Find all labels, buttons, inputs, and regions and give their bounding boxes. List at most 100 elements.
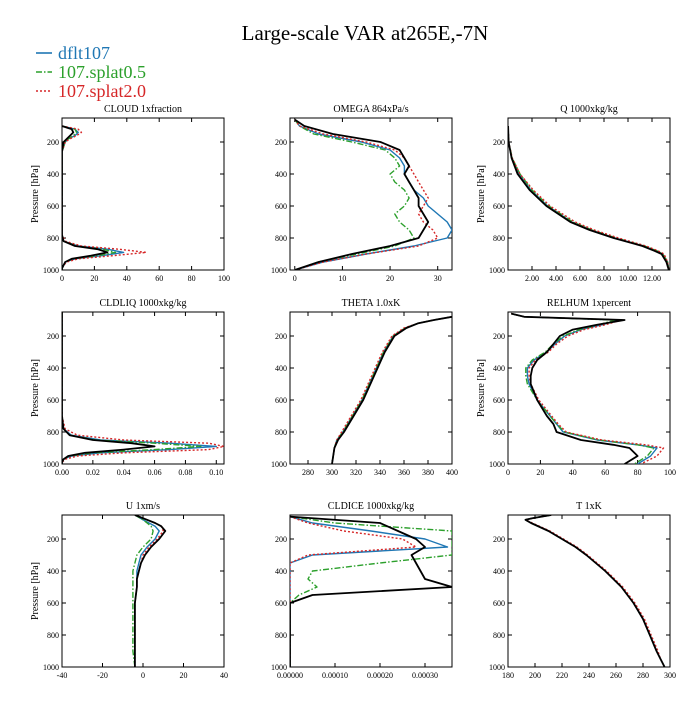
y-tick-label: 800 (275, 428, 287, 437)
x-tick-label: 60 (155, 274, 163, 283)
x-tick-label: 280 (637, 671, 649, 680)
x-tick-label: 100 (218, 274, 230, 283)
x-tick-label: 80 (634, 468, 642, 477)
x-tick-label: 240 (583, 671, 595, 680)
y-tick-label: 400 (275, 567, 287, 576)
y-tick-label: 400 (47, 170, 59, 179)
legend-entry: dflt107 (58, 43, 110, 63)
y-tick-label: 200 (47, 332, 59, 341)
y-tick-label: 400 (47, 567, 59, 576)
y-tick-label: 800 (493, 234, 505, 243)
y-tick-label: 200 (493, 332, 505, 341)
series-line-107-splat2-0 (508, 125, 670, 270)
x-tick-label: 340 (374, 468, 386, 477)
x-tick-label: 80 (188, 274, 196, 283)
y-tick-label: 600 (47, 202, 59, 211)
x-tick-label: 40 (220, 671, 228, 680)
series-line-107-splat2-0 (511, 312, 665, 464)
panel-5: THETA 1.0xK 200 400 600 800 1000 280 300 320 340 3… (271, 298, 458, 477)
series-line-black (508, 125, 670, 270)
y-axis-label: Pressure [hPa] (30, 359, 41, 417)
x-tick-label: 0 (60, 274, 64, 283)
x-tick-label: -20 (97, 671, 108, 680)
axes-frame (507, 311, 671, 465)
series-line-107-splat0-5 (62, 125, 117, 270)
axes-frame (289, 311, 453, 465)
series-group (62, 125, 147, 270)
y-tick-label: 200 (493, 138, 505, 147)
panel-3: Q 1000xkg/kg 200 400 600 800 1000 2.00 4.00 6.00… (476, 104, 671, 283)
series-line-dflt107 (290, 515, 449, 667)
y-tick-label: 400 (275, 170, 287, 179)
y-tick-label: 200 (275, 138, 287, 147)
y-tick-label: 800 (47, 234, 59, 243)
x-tick-label: 20 (536, 468, 544, 477)
series-line-107-splat0-5 (132, 515, 154, 667)
series-line-107-splat2-0 (62, 125, 147, 270)
panel-title: THETA 1.0xK (342, 298, 401, 309)
series-group (290, 515, 452, 667)
legend-entry: 107.splat0.5 (58, 62, 146, 82)
y-tick-label: 1000 (43, 266, 59, 275)
x-tick-label: 100 (664, 468, 676, 477)
y-tick-label: 200 (47, 535, 59, 544)
x-tick-label: 0.00030 (412, 671, 438, 680)
x-tick-label: 0.08 (178, 468, 192, 477)
x-tick-label: 40 (123, 274, 131, 283)
y-tick-label: 600 (493, 396, 505, 405)
x-tick-label: 260 (610, 671, 622, 680)
series-line-black (331, 315, 452, 464)
y-tick-label: 400 (493, 364, 505, 373)
y-tick-label: 600 (275, 599, 287, 608)
axes-frame (507, 117, 671, 271)
y-tick-label: 600 (493, 599, 505, 608)
x-tick-label: 0.00000 (277, 671, 303, 680)
x-tick-label: 0.04 (117, 468, 131, 477)
y-tick-label: 600 (47, 396, 59, 405)
panel-title: T 1xK (576, 501, 602, 512)
x-tick-label: -40 (57, 671, 68, 680)
panel-title: OMEGA 864xPa/s (333, 104, 408, 115)
x-tick-label: 180 (502, 671, 514, 680)
y-tick-label: 400 (493, 170, 505, 179)
series-group (294, 118, 452, 270)
x-tick-label: 380 (422, 468, 434, 477)
x-tick-label: 20 (90, 274, 98, 283)
x-tick-label: 12.00 (643, 274, 661, 283)
panel-title: CLOUD 1xfraction (104, 104, 182, 115)
x-tick-label: 0.06 (148, 468, 162, 477)
y-tick-label: 800 (493, 428, 505, 437)
panel-title: U 1xm/s (126, 501, 160, 512)
series-line-107-splat2-0 (294, 119, 439, 270)
y-tick-label: 200 (47, 138, 59, 147)
y-axis-label: Pressure [hPa] (476, 359, 487, 417)
panel-2: OMEGA 864xPa/s 200 400 600 800 1000 0 10 20 30 (271, 104, 453, 283)
panel-title: CLDLIQ 1000xkg/kg (100, 298, 187, 309)
series-line-dflt107 (294, 119, 452, 270)
x-tick-label: 0 (293, 274, 297, 283)
series-line-black (524, 515, 666, 667)
y-tick-label: 1000 (43, 460, 59, 469)
y-axis-label: Pressure [hPa] (476, 165, 487, 223)
series-line-black (133, 515, 167, 667)
y-tick-label: 400 (47, 364, 59, 373)
series-group (510, 312, 665, 464)
series-line-black (62, 125, 109, 270)
panel-title: Q 1000xkg/kg (560, 104, 618, 115)
axes-frame (289, 117, 453, 271)
x-tick-label: 30 (434, 274, 442, 283)
y-tick-label: 600 (275, 202, 287, 211)
y-tick-label: 200 (493, 535, 505, 544)
y-tick-label: 1000 (489, 460, 505, 469)
series-group (508, 125, 670, 270)
x-tick-label: 0.00010 (322, 671, 348, 680)
legend-entry: 107.splat2.0 (58, 81, 146, 101)
y-tick-label: 600 (47, 599, 59, 608)
y-tick-label: 800 (47, 631, 59, 640)
